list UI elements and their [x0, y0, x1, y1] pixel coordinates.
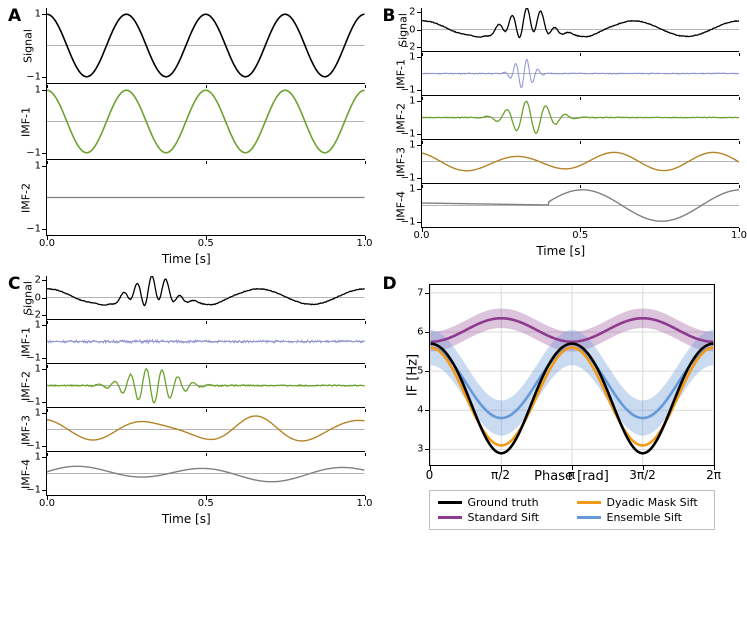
- xticklabel: 1.0: [731, 227, 747, 241]
- yticklabel: 2: [409, 7, 421, 18]
- legend-item: Ensemble Sift: [577, 511, 706, 524]
- legend-label: Dyadic Mask Sift: [607, 496, 698, 509]
- xticklabel: 0.5: [198, 235, 214, 249]
- legend-item: Ground truth: [438, 496, 567, 509]
- subplot-imf-2: IMF-2−11: [421, 96, 740, 140]
- subplot-imf-4: IMF-4−110.00.51.0: [46, 452, 365, 496]
- panel-letter-A: A: [8, 6, 21, 26]
- xticklabel: 0.5: [572, 227, 588, 241]
- yticklabel: 1: [35, 363, 47, 374]
- yticklabel: −1: [26, 147, 47, 158]
- panel-B-subplots: Signal−202IMF-1−11IMF-2−11IMF-3−11IMF-4−…: [383, 8, 740, 228]
- xticklabel: 1.0: [357, 235, 373, 249]
- yticklabel: 1: [35, 85, 47, 96]
- subplot-signal: Signal−202: [421, 8, 740, 52]
- yticklabel: −1: [26, 485, 47, 496]
- yticklabel: 6: [417, 326, 429, 337]
- legend-item: Dyadic Mask Sift: [577, 496, 706, 509]
- subplot-imf-1: IMF-1−11: [46, 84, 365, 160]
- yticklabel: 1: [35, 9, 47, 20]
- yticklabel: 0: [35, 292, 47, 303]
- legend-label: Ensemble Sift: [607, 511, 682, 524]
- subplot-imf-1: IMF-1−11: [421, 52, 740, 96]
- ylabel: IMF-2: [20, 182, 33, 212]
- yticklabel: −1: [26, 223, 47, 234]
- yticklabel: 1: [409, 95, 421, 106]
- subplot-imf-3: IMF-3−11: [421, 140, 740, 184]
- xticklabel: 0.0: [39, 495, 55, 509]
- xticklabel: 1.0: [357, 495, 373, 509]
- ylabel: Signal: [21, 29, 34, 63]
- yticklabel: −1: [26, 71, 47, 82]
- panel-D: D IF [Hz] 345670π/2π3π/22π Phase [rad] G…: [383, 276, 740, 530]
- yticklabel: 5: [417, 366, 429, 377]
- yticklabel: 4: [417, 405, 429, 416]
- yticklabel: 1: [35, 451, 47, 462]
- yticklabel: −1: [26, 397, 47, 408]
- panel-C-subplots: Signal−202IMF-1−11IMF-2−11IMF-3−11IMF-4−…: [8, 276, 365, 496]
- panel-letter-B: B: [383, 6, 396, 26]
- subplot-imf-2: IMF-2−11: [46, 364, 365, 408]
- panel-C-xlabel: Time [s]: [8, 512, 365, 526]
- yticklabel: 7: [417, 287, 429, 298]
- yticklabel: −1: [401, 129, 422, 140]
- legend-label: Standard Sift: [468, 511, 540, 524]
- yticklabel: 3: [417, 444, 429, 455]
- yticklabel: 1: [409, 139, 421, 150]
- xticklabel: π/2: [491, 465, 510, 482]
- yticklabel: 1: [35, 319, 47, 330]
- panel-letter-D: D: [383, 274, 397, 294]
- panel-letter-C: C: [8, 274, 20, 294]
- ylabel: IMF-1: [20, 106, 33, 136]
- yticklabel: −1: [401, 85, 422, 96]
- yticklabel: 1: [35, 407, 47, 418]
- subplot-imf-1: IMF-1−11: [46, 320, 365, 364]
- panel-B: B Signal−202IMF-1−11IMF-2−11IMF-3−11IMF-…: [383, 8, 740, 266]
- panel-D-legend: Ground truth Dyadic Mask Sift Standard Sif…: [429, 490, 715, 530]
- yticklabel: −1: [401, 173, 422, 184]
- yticklabel: −1: [26, 353, 47, 364]
- legend-swatch: [577, 516, 601, 519]
- legend-label: Ground truth: [468, 496, 539, 509]
- panel-A: A Signal−11IMF-1−11IMF-2−110.00.51.0 Tim…: [8, 8, 365, 266]
- legend-swatch: [438, 501, 462, 504]
- xticklabel: 0.0: [414, 227, 430, 241]
- panel-A-xlabel: Time [s]: [8, 252, 365, 266]
- legend-swatch: [438, 516, 462, 519]
- subplot-imf-2: IMF-2−110.00.51.0: [46, 160, 365, 236]
- panel-B-xlabel: Time [s]: [383, 244, 740, 258]
- subplot-signal: Signal−202: [46, 276, 365, 320]
- yticklabel: −1: [401, 217, 422, 228]
- yticklabel: 1: [35, 161, 47, 172]
- yticklabel: −1: [26, 441, 47, 452]
- legend-item: Standard Sift: [438, 511, 567, 524]
- xticklabel: 3π/2: [629, 465, 656, 482]
- subplot-imf-4: IMF-4−110.00.51.0: [421, 184, 740, 228]
- yticklabel: 0: [409, 24, 421, 35]
- legend-swatch: [577, 501, 601, 504]
- subplot-imf-3: IMF-3−11: [46, 408, 365, 452]
- xticklabel: π: [568, 465, 575, 482]
- xticklabel: 2π: [706, 465, 721, 482]
- yticklabel: 2: [35, 275, 47, 286]
- xticklabel: 0.0: [39, 235, 55, 249]
- yticklabel: 1: [409, 51, 421, 62]
- xticklabel: 0.5: [198, 495, 214, 509]
- figure: A Signal−11IMF-1−11IMF-2−110.00.51.0 Tim…: [8, 8, 739, 540]
- panel-D-plot: IF [Hz] 345670π/2π3π/22π: [429, 284, 715, 466]
- yticklabel: 1: [409, 183, 421, 194]
- subplot-signal: Signal−11: [46, 8, 365, 84]
- panel-C: C Signal−202IMF-1−11IMF-2−11IMF-3−11IMF-…: [8, 276, 365, 530]
- xticklabel: 0: [426, 465, 434, 482]
- panel-A-subplots: Signal−11IMF-1−11IMF-2−110.00.51.0: [8, 8, 365, 236]
